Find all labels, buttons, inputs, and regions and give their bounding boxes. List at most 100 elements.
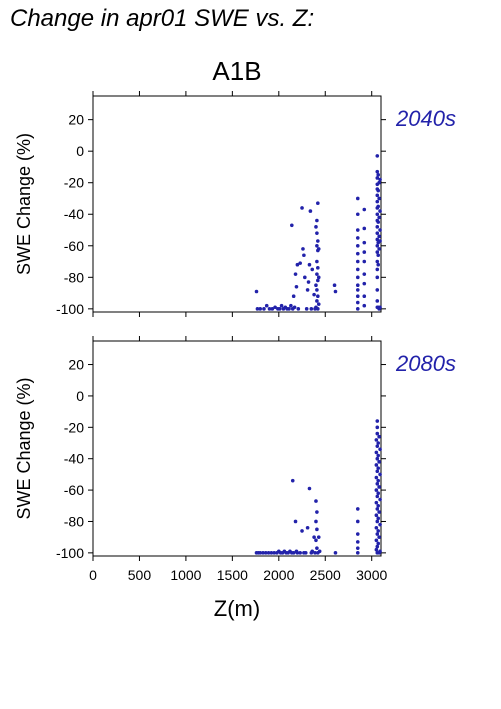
panel-1-data-point [375,154,380,158]
panel-2-data-point [376,453,381,458]
panel-1-data-point [375,212,380,217]
panel-2-data-point [374,538,379,543]
panel-1-data-point [262,307,266,311]
panel-1-data-point [376,204,381,209]
panel-1-data-point [355,267,360,272]
panel-1-data-point [362,303,367,308]
panel-1-data-point [290,223,294,228]
panel-2-data-point [376,529,381,533]
panel-1-data-point [315,299,319,303]
page-title: Change in apr01 SWE vs. Z: [10,5,315,32]
panel-1-data-point [258,307,263,311]
panel-2-data-point [378,522,382,527]
panel-2-data-point [375,469,380,474]
panel-2-data-point [264,551,268,555]
panel-2-data-point [317,549,322,554]
panel-1-y-tick-label: -100 [56,301,84,317]
panel-1-data-point [375,259,380,264]
panel-2-x-axis-label: Z(m) [214,596,260,621]
panel-2-data-point [313,551,317,555]
panel-1-data-point [296,307,301,311]
panel-1-y-tick-label: -80 [64,269,84,285]
panel-1-data-point [316,307,320,311]
panel-2-data-point [377,434,381,439]
panel-1-data-point [304,307,309,311]
panel-1-data-point [355,228,360,232]
panel-2-data-point [258,551,263,555]
panel-1-data-point [375,193,380,198]
panel-2-data-point [355,540,360,544]
panel-1-data-point [375,275,380,280]
panel-1-data-point [309,307,314,311]
panel-1-data-point [306,280,311,284]
panel-1-data-point [333,289,338,294]
panel-1-data-point [375,267,380,272]
panel-1-data-point [315,259,319,264]
panel-2-y-tick-label: 20 [68,357,84,373]
panel-1-data-point [378,209,382,213]
panel-1-y-tick-label: -60 [64,238,84,254]
panel-2-data-point [376,541,381,546]
panel-2-data-point [374,450,379,455]
panel-2-data-point [315,527,319,532]
panel-1-y-tick-label: 20 [68,112,84,128]
panel-1-data-point [375,250,380,254]
panel-1-data-point [287,307,291,311]
panel-2-data-point [293,519,298,524]
panel-2-data-point [376,466,381,470]
panel-1-data-point [273,305,277,310]
panel-1-data-point [316,266,320,270]
panel-2-data-point [378,472,382,477]
panel-2-data-point [376,491,381,496]
panel-2-data-point [355,546,360,550]
panel-2-data-point [375,507,380,511]
panel-1-data-point [301,247,305,251]
panel-1-data-point [375,231,380,235]
panel-1-data-point [355,288,360,292]
panel-1-frame [92,95,382,313]
panel-1-data-point [355,307,360,311]
panel-2-data-point [375,519,380,524]
panel-1-data-point [310,267,315,272]
panel-1-data-point [315,272,319,276]
panel-1-data-point [302,253,306,258]
panel-2-data-point [376,478,381,483]
panel-2-data-point [272,551,276,555]
panel-1-data-point [355,212,360,217]
panel-1-data-point [316,239,320,243]
panel-1-y-tick-label: 0 [76,143,84,159]
panel-1-data-point [362,281,367,286]
panel-1-data-point [316,294,320,299]
panel-1-data-point [355,300,360,305]
panel-2-x-tick-label: 2000 [263,567,294,583]
panel-1-data-point [293,272,298,276]
panel-1-data-point [362,207,367,212]
panel-1-data-point [355,275,360,280]
scenario-title: A1B [212,56,262,86]
panel-2-x-tick-label: 0 [89,567,97,583]
panel-2-data-point [374,438,379,442]
panel-2-x-tick-label: 500 [128,567,152,583]
panel-1-data-point [316,302,321,306]
panel-1-data-point [270,307,275,311]
panel-2-data-point [315,546,319,550]
panel-1-data-point [376,173,381,177]
panel-1-data-point [377,234,381,239]
panel-1-data-point [298,261,302,265]
panel-2-data-point [375,494,380,499]
panel-1-data-point [303,275,307,280]
panel-1-data-point [362,250,367,254]
panel-1-data-point [355,236,360,240]
panel-2-data-point [312,535,316,539]
panel-2-data-point [376,516,381,521]
panel-2-data-point [261,551,265,555]
panel-1-data-point [315,288,319,292]
panel-2-data-point [378,549,382,554]
panel-2-data-point [376,441,381,445]
panel-1-data-point [355,251,360,256]
panel-1-data-point [375,299,380,303]
panel-2-frame [92,340,382,557]
panel-2-x-tick-label: 3000 [356,567,387,583]
panel-1-period-label: 2040s [395,106,456,131]
